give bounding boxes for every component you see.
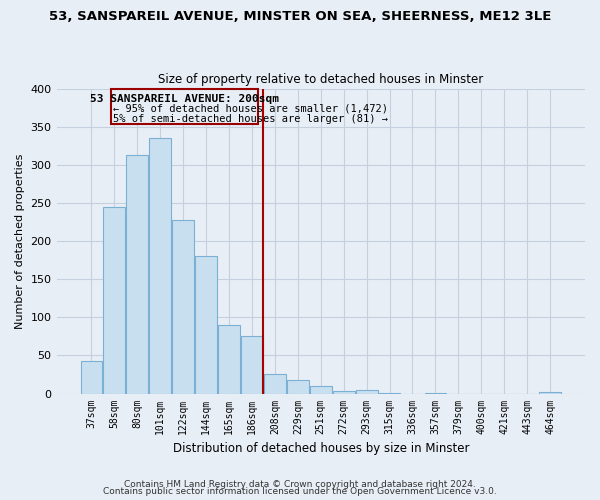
Text: 5% of semi-detached houses are larger (81) →: 5% of semi-detached houses are larger (8… [113, 114, 388, 124]
Bar [195, 256, 217, 394]
Bar [241, 336, 263, 394]
Bar [356, 390, 377, 394]
Bar [80, 361, 103, 394]
Text: ← 95% of detached houses are smaller (1,472): ← 95% of detached houses are smaller (1,… [113, 104, 388, 114]
Bar [127, 155, 148, 394]
Text: Contains public sector information licensed under the Open Government Licence v3: Contains public sector information licen… [103, 488, 497, 496]
Bar [333, 390, 355, 394]
Bar [103, 206, 125, 394]
FancyBboxPatch shape [111, 88, 258, 124]
Y-axis label: Number of detached properties: Number of detached properties [15, 154, 25, 328]
Bar [218, 325, 240, 394]
Text: 53 SANSPAREIL AVENUE: 200sqm: 53 SANSPAREIL AVENUE: 200sqm [90, 94, 279, 104]
Bar [172, 220, 194, 394]
Bar [264, 374, 286, 394]
Bar [379, 393, 400, 394]
Text: Contains HM Land Registry data © Crown copyright and database right 2024.: Contains HM Land Registry data © Crown c… [124, 480, 476, 489]
Title: Size of property relative to detached houses in Minster: Size of property relative to detached ho… [158, 73, 484, 86]
Bar [539, 392, 561, 394]
X-axis label: Distribution of detached houses by size in Minster: Distribution of detached houses by size … [173, 442, 469, 455]
Bar [425, 393, 446, 394]
Bar [310, 386, 332, 394]
Text: 53, SANSPAREIL AVENUE, MINSTER ON SEA, SHEERNESS, ME12 3LE: 53, SANSPAREIL AVENUE, MINSTER ON SEA, S… [49, 10, 551, 23]
Bar [287, 380, 309, 394]
Bar [149, 138, 171, 394]
